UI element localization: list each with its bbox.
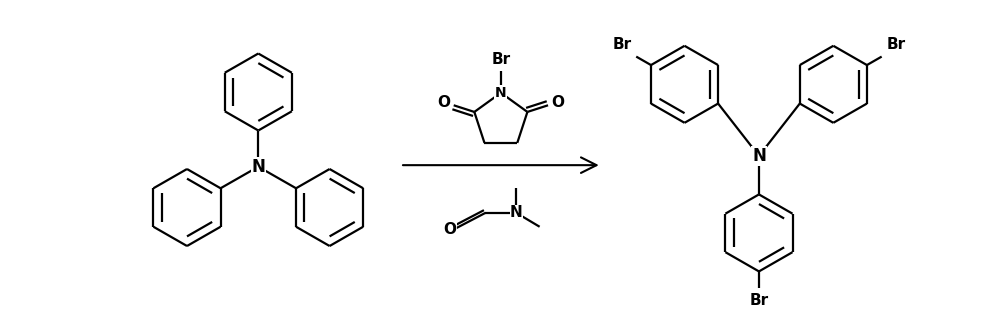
Text: O: O (551, 95, 564, 110)
Text: O: O (443, 222, 456, 237)
Text: Br: Br (491, 52, 510, 67)
Text: O: O (438, 95, 451, 110)
Text: N: N (752, 147, 766, 165)
Text: Br: Br (886, 37, 905, 52)
Text: N: N (495, 86, 507, 100)
Text: Br: Br (749, 293, 769, 308)
Text: N: N (510, 205, 523, 220)
Text: Br: Br (612, 37, 632, 52)
Text: N: N (251, 158, 265, 176)
